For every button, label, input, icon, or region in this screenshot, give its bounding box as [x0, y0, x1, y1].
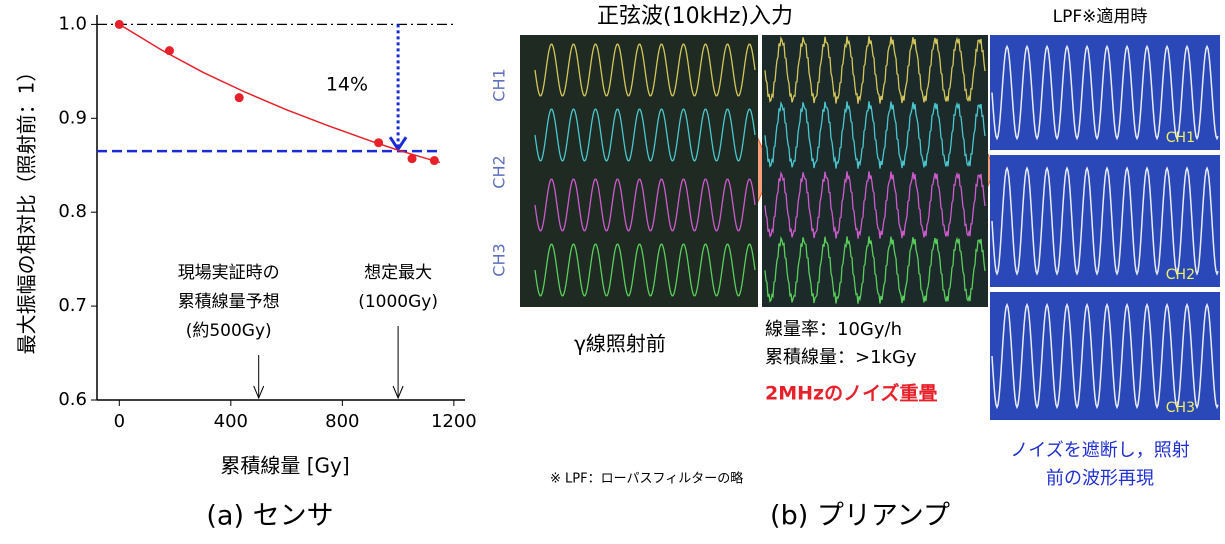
data-point: [408, 154, 417, 163]
x-tick-label: 0: [114, 411, 125, 432]
channel-label: CH2: [490, 155, 509, 188]
label: 線量率：10Gy/h: [765, 319, 902, 340]
annotation: (約500Gy): [186, 321, 272, 341]
x-tick-label: 1200: [431, 411, 477, 432]
x-axis-label: 累積線量 [Gy]: [220, 454, 349, 478]
annotation: 想定最大: [364, 263, 432, 283]
panel-title: 正弦波(10kHz)入力: [597, 4, 793, 29]
caption: (b) プリアンプ: [770, 501, 950, 532]
channel-label: CH1: [490, 68, 509, 101]
y-axis-label: 最大振幅の相対比（照射前：1）: [15, 62, 39, 355]
label: 2MHzのノイズ重畳: [765, 382, 938, 405]
channel-label: CH3: [1166, 400, 1195, 416]
x-tick-label: 800: [325, 411, 359, 432]
channel-label: CH1: [1166, 130, 1195, 146]
data-point: [165, 46, 174, 55]
caption: (a) センサ: [206, 501, 333, 532]
data-point: [430, 156, 439, 165]
data-point: [374, 138, 383, 147]
y-tick-label: 1.0: [58, 13, 87, 34]
annotation: 14%: [326, 74, 368, 96]
data-point: [115, 20, 124, 29]
figure: 最大振幅の相対比（照射前：1） 累積線量 [Gy] (a) センサ (b) プリ…: [0, 0, 1225, 540]
y-tick-label: 0.8: [58, 201, 87, 222]
data-point: [235, 93, 244, 102]
channel-label: CH2: [1166, 267, 1195, 283]
annotation: (1000Gy): [358, 292, 438, 312]
label: ノイズを遮断し，照射: [1010, 440, 1189, 461]
x-tick-label: 400: [214, 411, 248, 432]
label: 前の波形再現: [1046, 468, 1154, 489]
y-tick-label: 0.6: [58, 389, 87, 410]
label: γ線照射前: [574, 332, 666, 356]
panel-title: LPF※適用時: [1053, 7, 1148, 27]
channel-label: CH3: [490, 243, 509, 276]
annotation: 現場実証時の: [178, 263, 280, 283]
label: 累積線量：>1kGy: [765, 347, 917, 368]
annotation: 累積線量予想: [178, 292, 280, 312]
y-tick-label: 0.7: [58, 295, 87, 316]
footnote: ※ LPF：ローパスフィルターの略: [550, 471, 743, 487]
y-tick-label: 0.9: [58, 107, 87, 128]
